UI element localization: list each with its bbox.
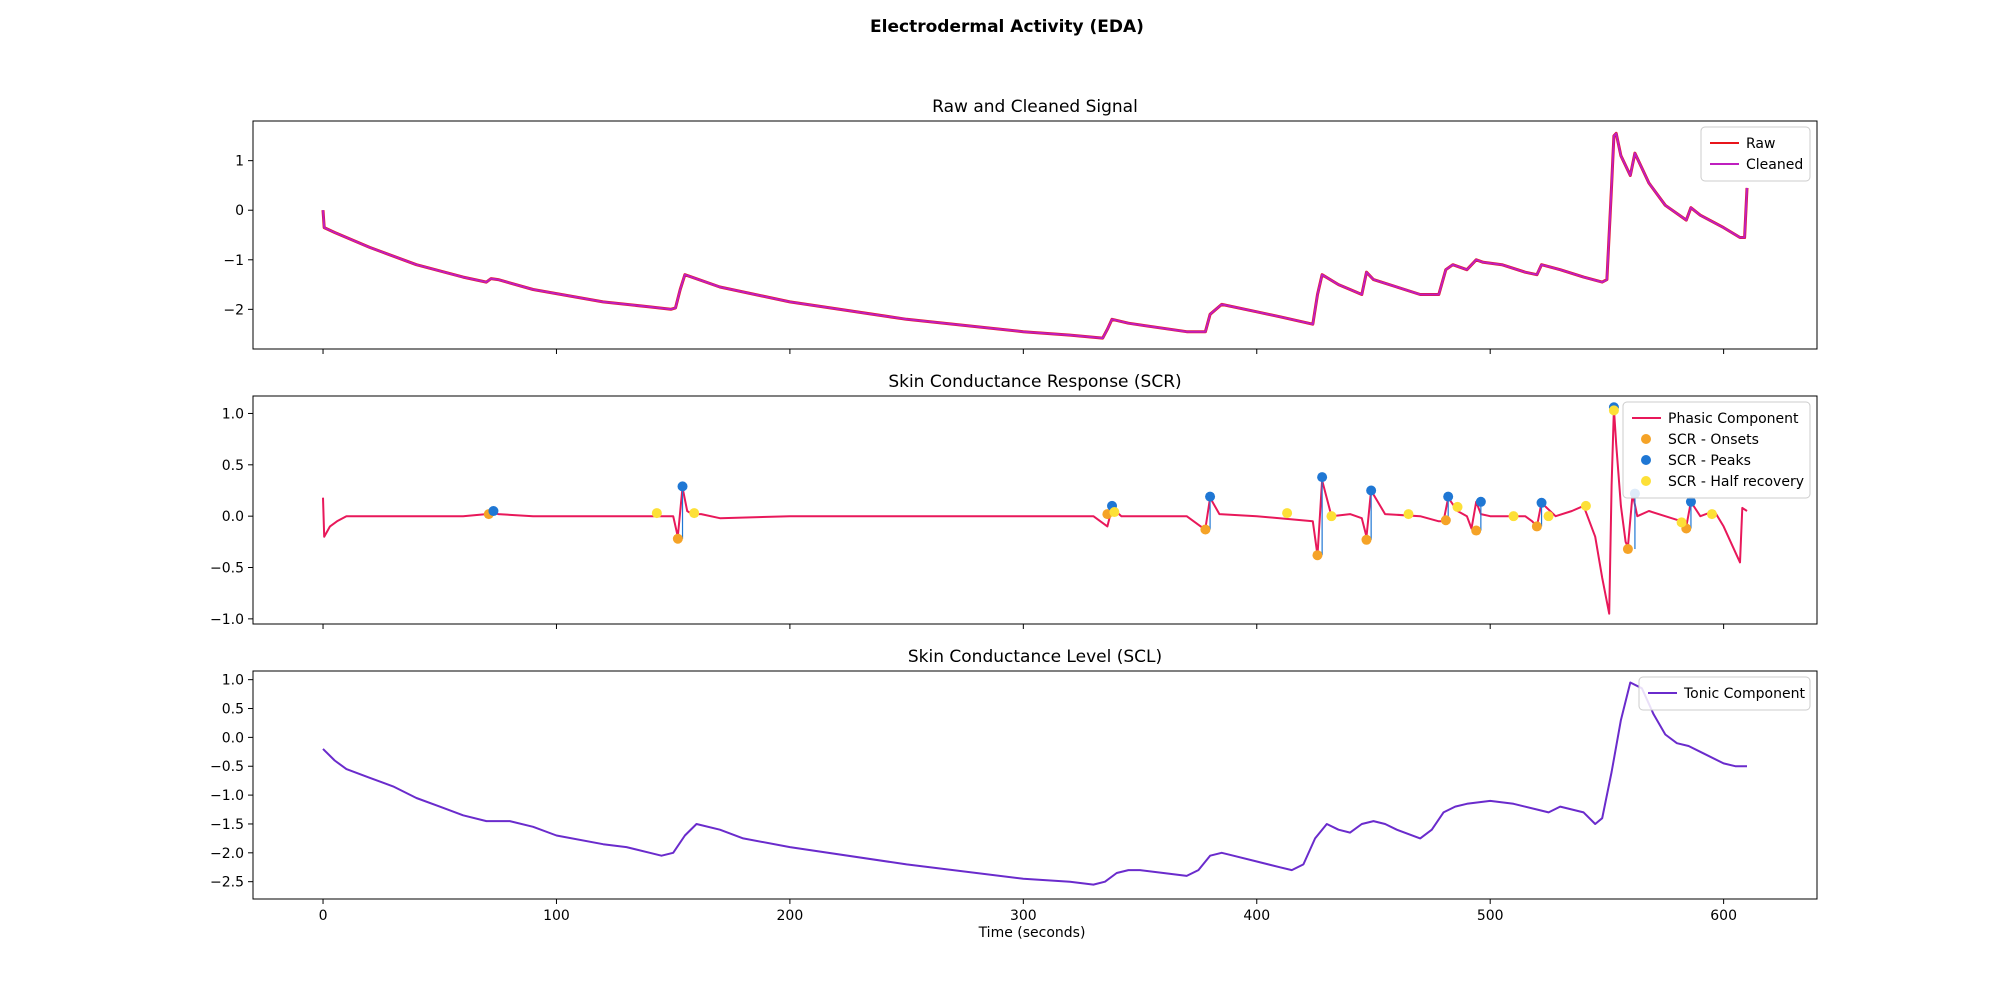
marker-scr-onsets	[1200, 524, 1211, 535]
panel-title: Skin Conductance Level (SCL)	[908, 647, 1162, 667]
x-tick-label: 400	[1243, 908, 1270, 924]
marker-scr-peaks	[1205, 491, 1216, 502]
y-tick-label: 0.0	[222, 509, 244, 525]
legend-label: Phasic Component	[1668, 411, 1799, 427]
marker-scr-peaks	[677, 481, 688, 492]
plot-area	[322, 681, 1747, 886]
marker-scr-peaks	[1317, 472, 1328, 483]
y-tick-label: −1.0	[210, 788, 244, 804]
marker-scr-half-recovery	[1452, 501, 1463, 512]
y-tick-label: −0.5	[210, 561, 244, 577]
legend-dot-swatch	[1641, 434, 1651, 444]
y-tick-label: −2	[223, 302, 244, 318]
figure-title: Electrodermal Activity (EDA)	[870, 17, 1144, 37]
x-tick-label: 500	[1477, 908, 1504, 924]
legend-dot-swatch	[1641, 476, 1651, 486]
y-tick-label: 0.5	[222, 702, 244, 718]
legend: Phasic Component SCR - Onsets SCR - Peaks S…	[1622, 401, 1811, 499]
chart-panels: Raw and Cleaned Signal 1 0 −1 −2 Raw Cleaned Sk…	[210, 97, 1818, 924]
marker-scr-half-recovery	[1543, 511, 1554, 522]
legend-box	[1622, 401, 1811, 499]
marker-scr-half-recovery	[1109, 507, 1120, 518]
marker-scr-onsets	[1531, 521, 1542, 532]
y-tick-label: 0	[235, 203, 244, 219]
y-tick-label: −2.0	[210, 846, 244, 862]
x-tick-label: 0	[319, 908, 328, 924]
axes-frame	[252, 395, 1818, 625]
legend: Raw Cleaned	[1700, 126, 1811, 182]
legend-dot-swatch	[1641, 455, 1651, 465]
marker-scr-peaks	[1475, 496, 1486, 507]
series-line-cleaned	[322, 132, 1748, 340]
axes-frame	[252, 670, 1818, 900]
plot-area	[322, 402, 1748, 615]
y-tick-label: 0.0	[222, 730, 244, 746]
plot-area	[321, 131, 1749, 340]
legend-label: Raw	[1746, 136, 1775, 152]
panel-1: Raw and Cleaned Signal 1 0 −1 −2 Raw Cleaned	[223, 97, 1818, 354]
series-line-phasic-component	[322, 407, 1748, 615]
marker-scr-peaks	[1443, 491, 1454, 502]
legend-label: SCR - Half recovery	[1668, 474, 1804, 490]
marker-scr-onsets	[1440, 515, 1451, 526]
marker-scr-peaks	[488, 506, 499, 517]
marker-scr-onsets	[1622, 544, 1633, 555]
marker-scr-half-recovery	[689, 508, 700, 519]
marker-scr-half-recovery	[1676, 517, 1687, 528]
x-tick-label: 100	[543, 908, 570, 924]
marker-scr-half-recovery	[1508, 511, 1519, 522]
y-tick-label: −2.5	[210, 875, 244, 891]
y-tick-label: 1	[235, 154, 244, 170]
series-line-tonic-component	[322, 681, 1747, 886]
y-tick-label: 0.5	[222, 458, 244, 474]
marker-scr-onsets	[1361, 534, 1372, 545]
panel-3: Skin Conductance Level (SCL) 0 100 200 300 40…	[210, 647, 1818, 924]
panel-title: Raw and Cleaned Signal	[932, 97, 1138, 117]
marker-scr-onsets	[1312, 550, 1323, 561]
x-axis-label: Time (seconds)	[978, 925, 1086, 941]
legend-box	[1700, 126, 1811, 182]
legend-box	[1638, 676, 1811, 711]
x-tick-label: 200	[777, 908, 804, 924]
y-tick-label: 1.0	[222, 673, 244, 689]
y-tick-label: −1	[223, 253, 244, 269]
marker-scr-half-recovery	[651, 508, 662, 519]
marker-scr-half-recovery	[1326, 511, 1337, 522]
marker-scr-onsets	[1471, 525, 1482, 536]
marker-scr-peaks	[1685, 496, 1696, 507]
marker-scr-onsets	[672, 533, 683, 544]
marker-scr-half-recovery	[1580, 500, 1591, 511]
legend: Tonic Component	[1638, 676, 1811, 711]
marker-scr-half-recovery	[1282, 508, 1293, 519]
marker-scr-half-recovery	[1706, 509, 1717, 520]
panel-2: Skin Conductance Response (SCR) 1.0 0.5 0.0…	[210, 372, 1818, 629]
x-tick-label: 600	[1710, 908, 1737, 924]
legend-label: Tonic Component	[1683, 686, 1805, 702]
x-tick-label: 300	[1010, 908, 1037, 924]
y-tick-label: −1.5	[210, 817, 244, 833]
y-tick-label: −0.5	[210, 759, 244, 775]
y-tick-label: 1.0	[222, 406, 244, 422]
axes-frame	[252, 120, 1818, 350]
y-tick-label: −1.0	[210, 612, 244, 628]
marker-scr-peaks	[1536, 497, 1547, 508]
legend-label: SCR - Peaks	[1668, 453, 1751, 469]
marker-scr-half-recovery	[1608, 405, 1619, 416]
legend-label: SCR - Onsets	[1668, 432, 1759, 448]
legend-label: Cleaned	[1746, 157, 1803, 173]
marker-scr-peaks	[1366, 485, 1377, 496]
marker-scr-half-recovery	[1403, 509, 1414, 520]
panel-title: Skin Conductance Response (SCR)	[888, 372, 1181, 392]
